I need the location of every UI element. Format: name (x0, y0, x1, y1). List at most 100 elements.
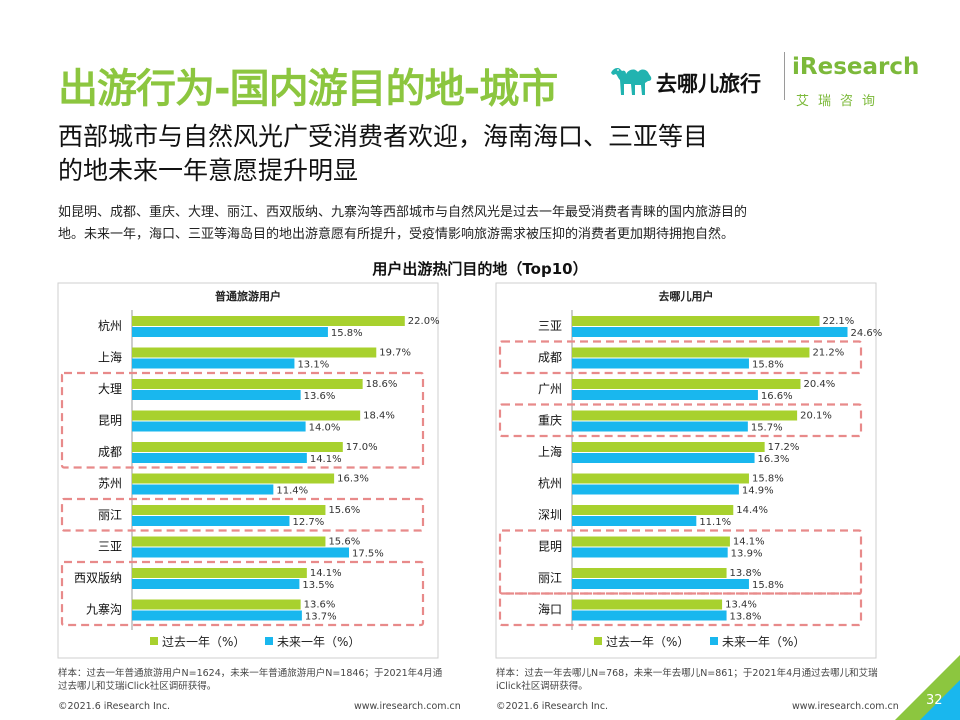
chart2-value-future: 15.7% (751, 423, 783, 434)
chart2-bar-future (572, 547, 728, 558)
headline: 西部城市与自然风光广受消费者欢迎，海南海口、三亚等目 的地未来一年意愿提升明显 (58, 120, 928, 188)
chart1-category-label: 成都 (98, 445, 122, 459)
chart1-category-label: 大理 (98, 382, 122, 396)
chart1-value-future: 11.4% (276, 486, 308, 497)
chart2-bar-future (572, 579, 749, 589)
chart1-legend-swatch-future (265, 637, 273, 645)
chart2-category-label: 丽江 (538, 571, 562, 585)
chart1-bar-past (132, 536, 326, 547)
chart2-value-future: 11.1% (699, 517, 731, 528)
chart2-category-label: 深圳 (538, 508, 562, 522)
chart1-bar-past (132, 379, 363, 389)
website-right: www.iresearch.com.cn (792, 701, 899, 712)
chart1-value-past: 16.3% (337, 474, 369, 485)
chart1-category-label: 九寨沟 (86, 602, 122, 617)
chart2-legend-label-future: 未来一年（%） (722, 635, 805, 649)
chart2-bar-future (572, 453, 755, 463)
chart1-value-past: 22.0% (408, 316, 440, 327)
chart2-value-future: 15.8% (752, 360, 784, 371)
chart1-value-future: 13.1% (297, 360, 329, 371)
chart2-value-future: 13.8% (730, 612, 762, 623)
chart2-highlight-box (498, 529, 863, 595)
chart2-bar-past (572, 568, 727, 578)
chart2-value-future: 24.6% (851, 328, 883, 339)
chart2-value-past: 14.4% (736, 505, 768, 516)
description: 如昆明、成都、重庆、大理、丽江、西双版纳、九寨沟等西部城市与自然风光是过去一年最… (58, 202, 918, 246)
chart1-value-past: 14.1% (310, 568, 342, 579)
chart2-value-past: 13.8% (730, 568, 762, 579)
chart2-value-past: 22.1% (823, 316, 855, 327)
chart2-bar-past (572, 599, 723, 610)
chart2-bar-past (572, 442, 765, 452)
chart2-value-future: 16.6% (761, 391, 793, 402)
chart2-value-future: 16.3% (758, 454, 790, 465)
chart2-bar-past (572, 347, 810, 358)
source-note-right-line-1: 样本：过去一年去哪儿N=768，未来一年去哪儿N=861；于2021年4月通过去… (496, 668, 878, 679)
source-note-right-line-2: iClick社区调研获得。 (496, 681, 588, 692)
chart1-category-label: 昆明 (98, 414, 122, 428)
chart1-legend-swatch-past (150, 637, 158, 645)
chart1-bar-future (132, 390, 301, 400)
chart1-bar-past (132, 568, 307, 578)
page-number: 32 (926, 693, 943, 708)
source-note-right: 样本：过去一年去哪儿N=768，未来一年去哪儿N=861；于2021年4月通过去… (496, 667, 878, 693)
chart1-highlight-box (60, 371, 425, 469)
chart2-value-past: 17.2% (768, 442, 800, 453)
chart2-bar-past (572, 536, 730, 547)
chart1-category-label: 丽江 (98, 508, 122, 522)
source-note-left: 样本：过去一年普通旅游用户N=1624，未来一年普通旅游用户N=1846；于20… (58, 667, 442, 693)
chart1-bar-future (132, 579, 300, 589)
chart2-bar-past (572, 410, 798, 421)
iresearch-cn-wordmark: 艾瑞咨询 (796, 94, 885, 109)
chart1-value-future: 13.5% (302, 580, 334, 591)
chart1-value-future: 14.0% (309, 423, 341, 434)
chart1-category-label: 西双版纳 (74, 571, 122, 585)
chart2-category-label: 重庆 (538, 414, 562, 428)
chart2-bar-future (572, 610, 727, 621)
chart2-bar-past (572, 473, 749, 484)
chart2-frame (495, 282, 877, 659)
chart2-bar-future (572, 516, 697, 526)
chart1-value-future: 12.7% (292, 517, 324, 528)
chart2-category-label: 杭州 (538, 476, 562, 491)
website-left: www.iresearch.com.cn (354, 701, 461, 712)
chart2-bar-future (572, 484, 739, 495)
chart1-value-past: 15.6% (328, 537, 360, 548)
chart1-value-future: 15.8% (331, 328, 363, 339)
source-note-left-line-2: 过去哪儿和艾瑞iClick社区调研获得。 (58, 681, 217, 692)
chart1-value-future: 14.1% (310, 454, 342, 465)
chart1-bar-past (132, 599, 301, 610)
chart1-value-future: 13.6% (304, 391, 336, 402)
chart1-bar-past (132, 473, 335, 484)
chart1-legend-label-past: 过去一年（%） (162, 635, 245, 649)
chart1-value-past: 17.0% (346, 442, 378, 453)
chart2-value-future: 14.9% (742, 486, 774, 497)
chart1-category-label: 上海 (98, 350, 122, 365)
chart-title: 用户出游热门目的地（Top10） (372, 260, 588, 278)
description-line-1: 如昆明、成都、重庆、大理、丽江、西双版纳、九寨沟等西部城市与自然风光是过去一年最… (58, 205, 748, 220)
page-title: 出游行为-国内游目的地-城市 (58, 66, 558, 112)
chart1-category-label: 三亚 (98, 540, 122, 554)
chart2-bar-past (572, 316, 820, 326)
chart2-category-label: 上海 (538, 444, 562, 459)
chart1-frame (57, 282, 439, 659)
logo-divider (784, 52, 785, 100)
headline-line-2: 的地未来一年意愿提升明显 (58, 156, 359, 185)
chart1-legend-label-future: 未来一年（%） (277, 635, 360, 649)
chart1-bar-past (132, 442, 343, 452)
iresearch-wordmark: iResearch (792, 54, 920, 80)
chart2-value-past: 14.1% (733, 537, 765, 548)
chart1-title: 普通旅游用户 (215, 289, 281, 303)
headline-line-1: 西部城市与自然风光广受消费者欢迎，海南海口、三亚等目 (58, 122, 709, 151)
qunar-logo: 去哪儿旅行 (608, 60, 778, 100)
chart1-bar-past (132, 347, 377, 358)
chart1-bar-past (132, 410, 361, 421)
chart1-bar-future (132, 327, 328, 337)
chart1-value-past: 18.6% (366, 379, 398, 390)
chart1-value-future: 17.5% (352, 549, 384, 560)
copyright-left: ©2021.6 iResearch Inc. (58, 701, 171, 712)
chart2-legend-label-past: 过去一年（%） (606, 635, 689, 649)
chart2-value-future: 13.9% (731, 549, 763, 560)
